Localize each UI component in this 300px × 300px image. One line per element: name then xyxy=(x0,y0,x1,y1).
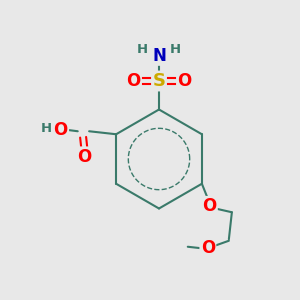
Text: H: H xyxy=(137,43,148,56)
Text: S: S xyxy=(152,72,166,90)
Text: O: O xyxy=(202,197,217,215)
Text: H: H xyxy=(170,43,181,56)
Text: O: O xyxy=(177,72,192,90)
Text: N: N xyxy=(152,46,166,64)
Text: O: O xyxy=(77,148,92,166)
Text: O: O xyxy=(126,72,141,90)
Text: H: H xyxy=(41,122,52,135)
Text: O: O xyxy=(53,121,68,139)
Text: O: O xyxy=(201,239,215,257)
